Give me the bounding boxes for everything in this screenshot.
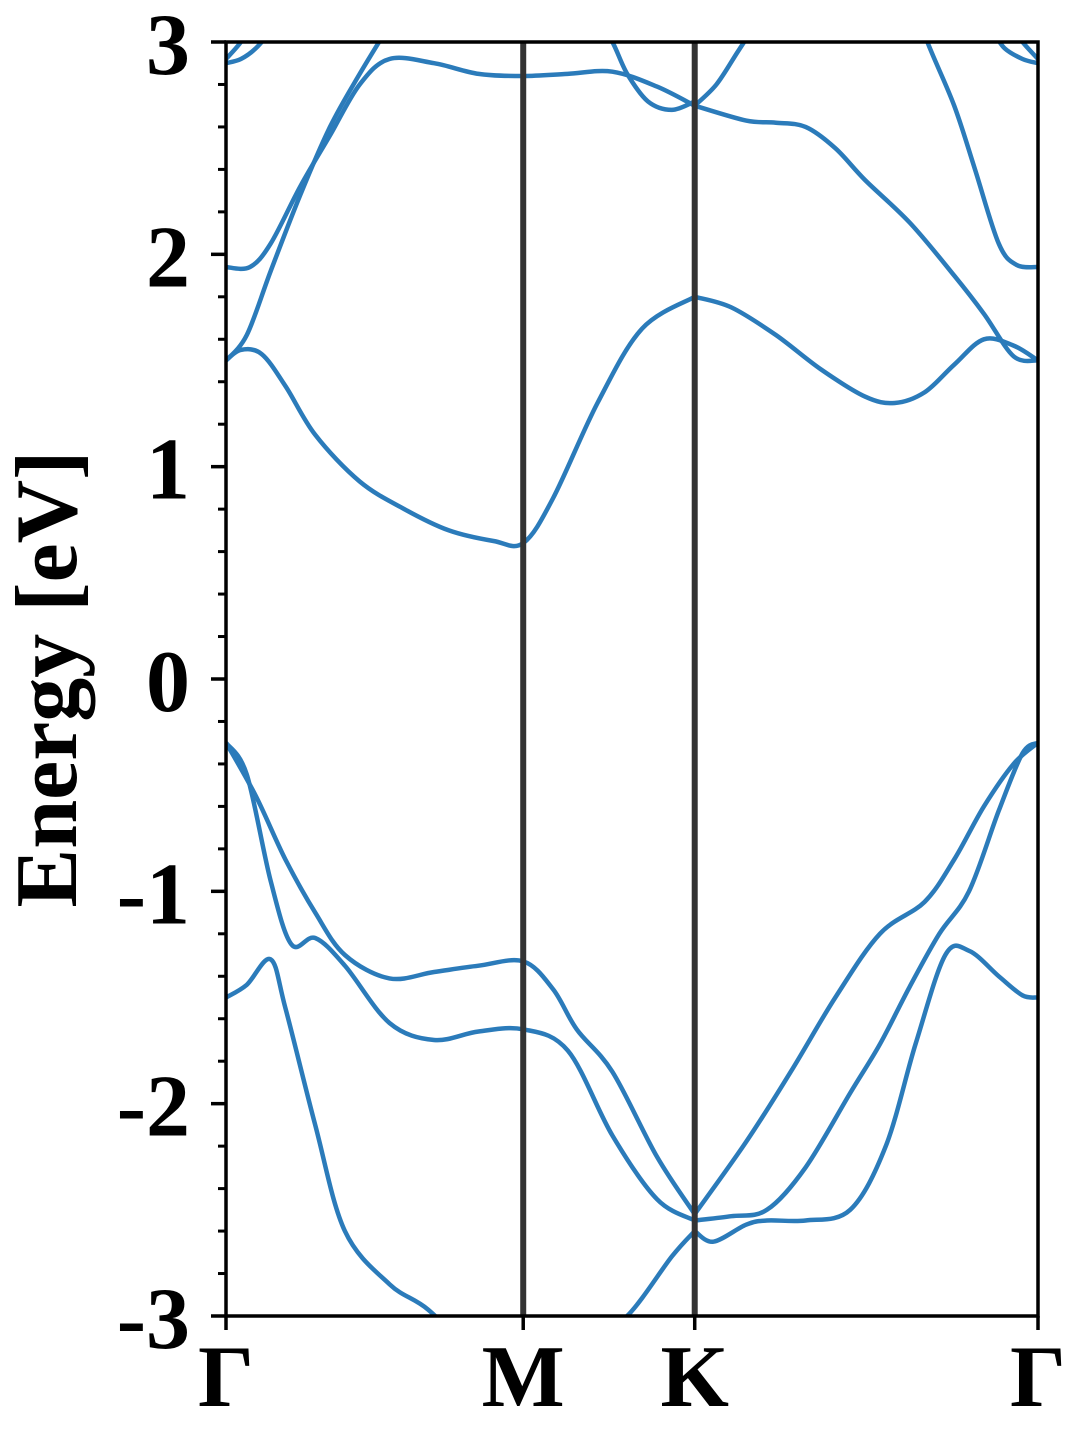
x-tick-label: Γ bbox=[1010, 1329, 1066, 1426]
y-tick-label: -3 bbox=[117, 1271, 190, 1368]
band-line-14 bbox=[609, 42, 696, 113]
band-line-4 bbox=[694, 740, 1038, 1223]
symmetry-lines bbox=[520, 42, 698, 1316]
band-line-11 bbox=[226, 55, 696, 272]
band-line-8 bbox=[694, 294, 1038, 406]
y-tick-label: 2 bbox=[146, 209, 190, 306]
band-line-13 bbox=[693, 42, 747, 108]
y-tick-label: -1 bbox=[117, 846, 190, 943]
band-lines bbox=[226, 42, 1038, 1316]
band-line-5 bbox=[226, 741, 697, 1216]
band-line-18 bbox=[1019, 42, 1038, 61]
band-line-2 bbox=[693, 943, 1038, 1244]
band-line-9 bbox=[226, 42, 382, 363]
band-line-6 bbox=[692, 740, 1038, 1216]
band-line-17 bbox=[996, 42, 1038, 66]
y-tick-label: 0 bbox=[146, 634, 190, 731]
y-axis-ticks: 3 2 1 0 -1 -2 -3 bbox=[117, 0, 226, 1368]
y-tick-label: -2 bbox=[117, 1059, 190, 1156]
band-line-1 bbox=[226, 956, 697, 1316]
y-axis-title: Energy [eV] bbox=[0, 451, 96, 908]
band-line-12 bbox=[925, 42, 1038, 270]
x-tick-label: K bbox=[660, 1329, 728, 1426]
y-tick-label: 1 bbox=[146, 422, 190, 519]
y-tick-label: 3 bbox=[146, 0, 190, 94]
band-line-3 bbox=[226, 741, 696, 1223]
band-line-16 bbox=[226, 42, 244, 61]
x-tick-label: Γ bbox=[198, 1329, 254, 1426]
band-line-7 bbox=[226, 294, 696, 549]
band-line-15 bbox=[226, 42, 265, 66]
x-tick-label: M bbox=[482, 1329, 565, 1426]
band-line-10 bbox=[694, 103, 1038, 364]
